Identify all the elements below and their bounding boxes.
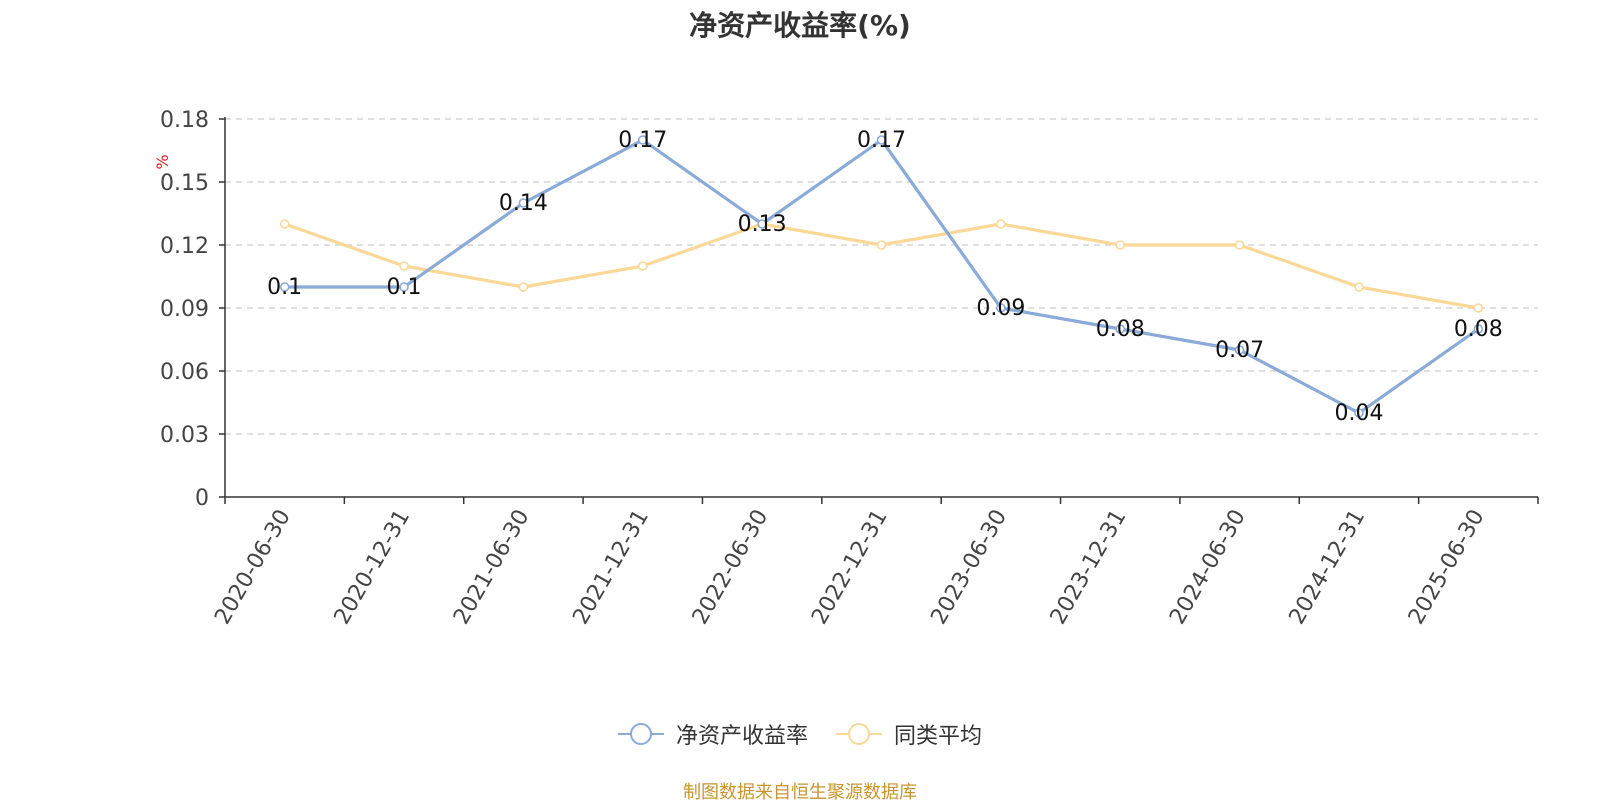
data-point-peer-average <box>279 219 290 229</box>
data-point-roe <box>1473 324 1484 334</box>
data-point-roe <box>1115 324 1126 334</box>
y-tick-label: 0.12 <box>160 234 209 259</box>
legend: 净资产收益率 同类平均 <box>0 718 1600 750</box>
data-point-peer-average <box>876 240 887 250</box>
data-label-roe: 0.04 <box>1334 401 1383 426</box>
legend-marker-peer-average-icon <box>836 722 882 746</box>
data-label-roe: 0.09 <box>976 296 1025 321</box>
data-point-peer-average <box>1234 240 1245 250</box>
x-tick-label: 2021-12-31 <box>568 506 654 629</box>
data-label-roe: 0.17 <box>857 128 906 153</box>
data-point-roe <box>996 303 1006 313</box>
data-point-roe <box>279 282 290 292</box>
data-label-roe: 0.17 <box>618 128 667 153</box>
data-label-roe: 0.07 <box>1215 338 1264 363</box>
y-tick-label: 0.15 <box>160 171 209 196</box>
x-tick-label: 2020-12-31 <box>330 506 416 629</box>
x-tick-label: 2024-06-30 <box>1165 506 1251 629</box>
data-point-roe <box>757 219 767 229</box>
data-point-peer-average <box>518 282 529 292</box>
data-label-roe: 0.08 <box>1454 317 1503 342</box>
data-point-peer-average <box>1115 240 1126 250</box>
data-label-roe: 0.08 <box>1096 317 1145 342</box>
x-tick-label: 2024-12-31 <box>1285 506 1371 629</box>
legend-item-peer-average[interactable]: 同类平均 <box>836 718 982 750</box>
data-label-roe: 0.1 <box>387 275 422 300</box>
data-label-roe: 0.1 <box>267 275 302 300</box>
data-point-roe <box>518 198 529 208</box>
data-point-peer-average <box>637 261 648 271</box>
x-tick-label: 2023-12-31 <box>1046 506 1132 629</box>
data-point-roe <box>1234 345 1245 355</box>
series-line-peer-average <box>284 222 1479 310</box>
data-label-roe: 0.14 <box>499 191 548 216</box>
x-tick-label: 2021-06-30 <box>449 506 535 629</box>
data-source-note: 制图数据来自恒生聚源数据库 <box>683 782 917 803</box>
legend-item-roe[interactable]: 净资产收益率 <box>617 718 808 750</box>
x-tick-label: 2023-06-30 <box>926 506 1012 629</box>
data-point-roe <box>1354 408 1364 418</box>
data-point-peer-average <box>1354 282 1364 292</box>
data-point-peer-average <box>399 261 409 271</box>
chart-title: 净资产收益率(%) <box>689 9 911 42</box>
data-point-peer-average <box>1473 303 1484 313</box>
x-tick-label: 2025-06-30 <box>1404 506 1490 629</box>
legend-marker-roe-icon <box>617 722 664 746</box>
x-tick-label: 2022-12-31 <box>807 506 893 629</box>
data-point-roe <box>399 282 409 292</box>
y-tick-label: 0.06 <box>160 360 209 385</box>
y-tick-label: 0 <box>195 486 209 511</box>
legend-label-peer-average: 同类平均 <box>894 724 983 749</box>
data-point-roe <box>876 135 887 145</box>
y-tick-label: 0.18 <box>160 108 209 133</box>
y-tick-label: 0.03 <box>160 423 209 448</box>
data-point-roe <box>637 135 648 145</box>
data-point-peer-average <box>996 219 1006 229</box>
y-tick-label: 0.09 <box>160 297 209 322</box>
y-axis-unit-label: % <box>153 154 172 169</box>
legend-label-roe: 净资产收益率 <box>675 724 808 749</box>
data-label-roe: 0.13 <box>738 212 787 237</box>
x-tick-label: 2020-06-30 <box>210 506 296 629</box>
x-tick-label: 2022-06-30 <box>688 506 774 629</box>
